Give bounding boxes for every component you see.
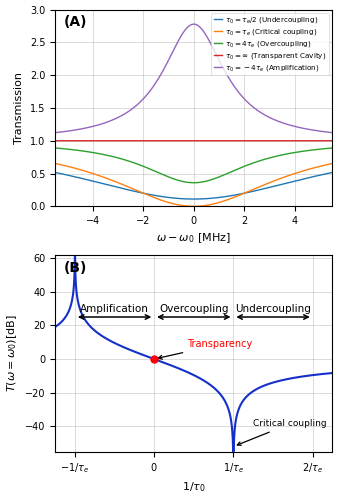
$\tau_0 = \tau_e$ (Critical coupling) bbox=[54, 160, 58, 166]
Text: Overcoupling: Overcoupling bbox=[159, 304, 228, 314]
$\tau_0 = \tau_e/2$ (Undercoupling) bbox=[189, 196, 193, 202]
$\tau_0 = \tau_e$ (Critical coupling) bbox=[65, 163, 69, 169]
Line: $\tau_0 = \tau_e/2$ (Undercoupling): $\tau_0 = \tau_e/2$ (Undercoupling) bbox=[55, 172, 333, 199]
X-axis label: $1/\tau_0$: $1/\tau_0$ bbox=[182, 480, 206, 494]
$\tau_0 = \tau_e$ (Critical coupling) bbox=[189, 204, 193, 210]
$\tau_0 = \tau_e$ (Critical coupling) bbox=[316, 164, 320, 170]
$\tau_0 = \infty$ (Transparent Cavity) bbox=[331, 138, 335, 143]
$\tau_0 = \infty$ (Transparent Cavity) bbox=[189, 138, 193, 143]
Text: Critical coupling: Critical coupling bbox=[237, 420, 327, 446]
$\tau_0 = -4\tau_e$ (Amplification) bbox=[107, 118, 112, 124]
$\tau_0 = \tau_e/2$ (Undercoupling) bbox=[316, 172, 320, 178]
Text: (B): (B) bbox=[64, 260, 87, 274]
$\tau_0 = \tau_e/2$ (Undercoupling) bbox=[192, 196, 196, 202]
Line: $\tau_0 = -4\tau_e$ (Amplification): $\tau_0 = -4\tau_e$ (Amplification) bbox=[55, 24, 333, 132]
$\tau_0 = \tau_e/2$ (Undercoupling) bbox=[53, 170, 57, 175]
$\tau_0 = \tau_e/2$ (Undercoupling) bbox=[65, 172, 69, 178]
$\tau_0 = 4\tau_e$ (Overcoupling) bbox=[192, 180, 196, 186]
$\tau_0 = \tau_e$ (Critical coupling) bbox=[53, 160, 57, 166]
$\tau_0 = \infty$ (Transparent Cavity) bbox=[54, 138, 58, 143]
Line: $\tau_0 = \tau_e$ (Critical coupling): $\tau_0 = \tau_e$ (Critical coupling) bbox=[55, 164, 333, 206]
Text: (A): (A) bbox=[64, 16, 87, 30]
$\tau_0 = -4\tau_e$ (Amplification) bbox=[189, 22, 193, 28]
$\tau_0 = 4\tau_e$ (Overcoupling) bbox=[65, 146, 69, 152]
Text: Undercoupling: Undercoupling bbox=[235, 304, 311, 314]
Text: Amplification: Amplification bbox=[80, 304, 149, 314]
$\tau_0 = 4\tau_e$ (Overcoupling) bbox=[54, 145, 58, 151]
$\tau_0 = 4\tau_e$ (Overcoupling) bbox=[107, 153, 112, 159]
$\tau_0 = \infty$ (Transparent Cavity) bbox=[65, 138, 69, 143]
$\tau_0 = \infty$ (Transparent Cavity) bbox=[107, 138, 112, 143]
$\tau_0 = \infty$ (Transparent Cavity) bbox=[70, 138, 74, 143]
$\tau_0 = -4\tau_e$ (Amplification) bbox=[54, 130, 58, 136]
Line: $\tau_0 = 4\tau_e$ (Overcoupling): $\tau_0 = 4\tau_e$ (Overcoupling) bbox=[55, 148, 333, 182]
Text: Transparency: Transparency bbox=[158, 340, 253, 359]
$\tau_0 = \tau_e/2$ (Undercoupling) bbox=[331, 170, 335, 175]
$\tau_0 = -4\tau_e$ (Amplification) bbox=[53, 130, 57, 136]
$\tau_0 = \tau_e$ (Critical coupling) bbox=[192, 204, 196, 210]
$\tau_0 = 4\tau_e$ (Overcoupling) bbox=[53, 145, 57, 151]
Y-axis label: Transmission: Transmission bbox=[15, 72, 24, 144]
Legend: $\tau_0 = \tau_e/2$ (Undercoupling), $\tau_0 = \tau_e$ (Critical coupling), $\ta: $\tau_0 = \tau_e/2$ (Undercoupling), $\t… bbox=[212, 13, 329, 74]
Y-axis label: $T(\omega = \omega_0)$[dB]: $T(\omega = \omega_0)$[dB] bbox=[5, 314, 19, 392]
$\tau_0 = \tau_e$ (Critical coupling) bbox=[331, 160, 335, 166]
$\tau_0 = \tau_e/2$ (Undercoupling) bbox=[70, 173, 74, 179]
$\tau_0 = -4\tau_e$ (Amplification) bbox=[70, 128, 74, 134]
$\tau_0 = \infty$ (Transparent Cavity) bbox=[316, 138, 320, 143]
$\tau_0 = 4\tau_e$ (Overcoupling) bbox=[316, 146, 320, 152]
$\tau_0 = -4\tau_e$ (Amplification) bbox=[331, 130, 335, 136]
$\tau_0 = -4\tau_e$ (Amplification) bbox=[192, 21, 196, 27]
$\tau_0 = -4\tau_e$ (Amplification) bbox=[316, 128, 320, 134]
$\tau_0 = -4\tau_e$ (Amplification) bbox=[65, 128, 69, 134]
$\tau_0 = \infty$ (Transparent Cavity) bbox=[53, 138, 57, 143]
$\tau_0 = 4\tau_e$ (Overcoupling) bbox=[70, 146, 74, 152]
$\tau_0 = 4\tau_e$ (Overcoupling) bbox=[189, 180, 193, 186]
X-axis label: $\omega - \omega_0$ [MHz]: $\omega - \omega_0$ [MHz] bbox=[156, 232, 231, 245]
$\tau_0 = \tau_e/2$ (Undercoupling) bbox=[54, 170, 58, 175]
$\tau_0 = 4\tau_e$ (Overcoupling) bbox=[331, 145, 335, 151]
$\tau_0 = \tau_e$ (Critical coupling) bbox=[107, 176, 112, 182]
$\tau_0 = \tau_e/2$ (Undercoupling) bbox=[107, 182, 112, 188]
$\tau_0 = \tau_e$ (Critical coupling) bbox=[70, 164, 74, 170]
